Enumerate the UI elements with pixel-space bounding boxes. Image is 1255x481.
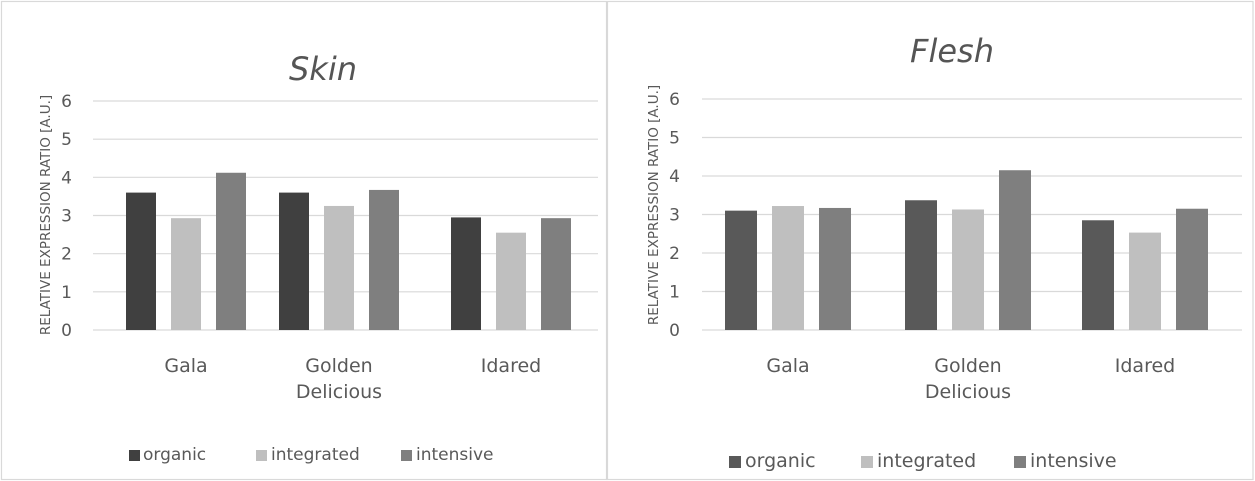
bar-organic-idared — [1082, 220, 1114, 330]
y-tick-label: 2 — [61, 245, 72, 265]
x-category-label: Gala — [766, 355, 809, 377]
legend-label: organic — [143, 445, 206, 465]
bar-organic-golden-delicious — [905, 200, 937, 330]
chart-flesh: Flesh 0 1 2 3 4 5 6 RELATIVE EXPRESSION RATIO [A… — [646, 32, 1242, 472]
x-category-label: Delicious — [925, 381, 1011, 403]
bar-intensive-golden-delicious — [369, 189, 399, 330]
chart-title: Flesh — [910, 32, 994, 70]
x-category-label: Idared — [1115, 355, 1175, 377]
x-category-label: Gala — [164, 355, 207, 377]
bar-integrated-idared — [496, 232, 526, 330]
y-tick-label: 3 — [669, 206, 680, 226]
bar-intensive-golden-delicious — [999, 170, 1031, 330]
bar-integrated-gala — [772, 206, 804, 330]
bar-organic-gala — [725, 210, 757, 330]
y-tick-label: 5 — [669, 129, 680, 149]
y-tick-label: 0 — [61, 321, 72, 341]
y-tick-label: 6 — [669, 90, 680, 110]
legend-swatch-intensive — [401, 450, 412, 461]
chart-title: Skin — [289, 50, 357, 88]
bar-integrated-golden-delicious — [952, 209, 984, 330]
bar-integrated-idared — [1129, 232, 1161, 330]
bar-integrated-gala — [171, 218, 201, 330]
legend-label: organic — [745, 450, 816, 472]
y-tick-label: 4 — [669, 167, 680, 187]
y-tick-label: 1 — [669, 283, 680, 303]
chart-skin: Skin 0 1 2 3 4 5 6 RELATIVE EXPRESSION RATIO [A.… — [38, 50, 598, 465]
bar-intensive-gala — [819, 207, 851, 330]
legend-label: integrated — [877, 450, 976, 472]
chart-border-skin — [0, 0, 608, 481]
y-axis-label: RELATIVE EXPRESSION RATIO [A.U.] — [646, 85, 662, 325]
bar-intensive-idared — [1176, 208, 1208, 330]
y-tick-label: 6 — [61, 92, 72, 112]
y-tick-label: 5 — [61, 130, 72, 150]
legend-label: intensive — [416, 445, 494, 465]
bar-integrated-golden-delicious — [324, 205, 354, 330]
y-axis-label: RELATIVE EXPRESSION RATIO [A.U.] — [38, 95, 54, 335]
y-tick-label: 1 — [61, 283, 72, 303]
legend-swatch-organic — [729, 456, 741, 468]
x-category-label: Delicious — [296, 381, 382, 403]
x-category-label: Golden — [305, 355, 372, 377]
y-tick-label: 3 — [61, 207, 72, 227]
x-category-label: Golden — [934, 355, 1001, 377]
bar-organic-gala — [126, 192, 156, 330]
y-tick-label: 2 — [669, 244, 680, 264]
y-tick-label: 0 — [669, 321, 680, 341]
chart-border-flesh — [606, 0, 1254, 481]
bar-organic-idared — [451, 217, 481, 330]
bar-intensive-gala — [216, 172, 246, 330]
legend-label: integrated — [271, 445, 360, 465]
legend-swatch-integrated — [861, 456, 873, 468]
bar-intensive-idared — [541, 218, 571, 330]
legend-swatch-intensive — [1014, 456, 1026, 468]
legend-swatch-organic — [129, 450, 140, 461]
legend-label: intensive — [1030, 450, 1117, 472]
legend-swatch-integrated — [256, 450, 267, 461]
x-category-label: Idared — [481, 355, 541, 377]
bar-organic-golden-delicious — [279, 192, 309, 330]
y-tick-label: 4 — [61, 168, 72, 188]
